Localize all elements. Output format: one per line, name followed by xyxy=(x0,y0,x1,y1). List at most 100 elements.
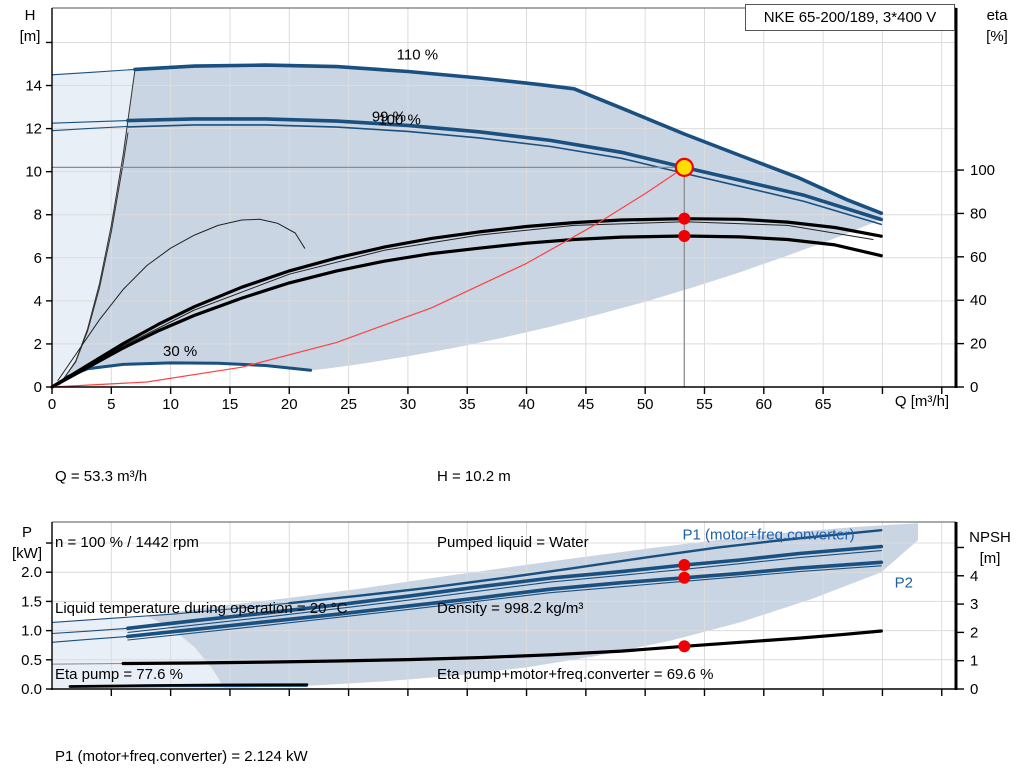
pump-title-box: NKE 65-200/189, 3*400 V xyxy=(745,4,955,31)
svg-text:1.0: 1.0 xyxy=(21,623,42,640)
svg-text:5: 5 xyxy=(107,396,115,413)
svg-text:10: 10 xyxy=(162,396,179,413)
svg-text:3: 3 xyxy=(970,596,978,613)
eta-99-thin xyxy=(51,221,874,388)
eta-pump xyxy=(50,217,883,389)
hq-eta-chart-y2-axis-title: [%] xyxy=(986,28,1008,45)
svg-text:Q [m³/h]: Q [m³/h] xyxy=(895,393,949,410)
duty-density: Density = 998.2 kg/m³ xyxy=(437,600,584,617)
hq-eta-chart-y-axis-title: H xyxy=(25,7,36,24)
duty-speed: n = 100 % / 1442 rpm xyxy=(55,534,199,551)
duty-point xyxy=(674,157,694,177)
svg-text:0: 0 xyxy=(970,379,978,396)
curve-label: P1 (motor+freq.converter) xyxy=(682,527,854,544)
svg-text:15: 15 xyxy=(222,396,239,413)
p-30 xyxy=(68,683,309,688)
speed-99 xyxy=(127,124,883,226)
svg-text:1.5: 1.5 xyxy=(21,593,42,610)
svg-text:0.5: 0.5 xyxy=(21,652,42,669)
duty-eta-total: Eta pump+motor+freq.converter = 69.6 % xyxy=(437,666,714,683)
svg-text:60: 60 xyxy=(970,249,987,266)
p1-point xyxy=(678,558,691,571)
p2-100 xyxy=(126,560,884,639)
p1-110-ext xyxy=(51,602,290,623)
speed-100 xyxy=(126,117,884,222)
p2-100-ext xyxy=(51,635,129,643)
p-npsh-chart: 0.0 0.5 1.0 1.5 2.0 0 1 2 3 4 P [kW] NPSH [m] P1 (moto… xyxy=(12,521,1011,698)
p1-100-ext xyxy=(51,627,129,635)
svg-text:14: 14 xyxy=(25,78,42,95)
svg-text:30: 30 xyxy=(400,396,417,413)
svg-text:0: 0 xyxy=(34,379,42,396)
duty-eta-pump: Eta pump = 77.6 % xyxy=(55,666,183,683)
envelope-dark xyxy=(146,523,918,688)
curve-label: 100 % xyxy=(378,111,421,128)
power-data: P1 (motor+freq.converter) = 2.124 kW P2 … xyxy=(55,702,308,781)
speed-110 xyxy=(133,63,884,215)
speed-100-ext xyxy=(51,120,129,124)
hq-eta-chart-y2-axis-title: eta xyxy=(987,7,1009,24)
svg-text:55: 55 xyxy=(696,396,713,413)
svg-text:1: 1 xyxy=(970,653,978,670)
svg-text:2: 2 xyxy=(34,336,42,353)
eta-total-point xyxy=(678,230,691,243)
curve-label: 110 % xyxy=(397,47,438,64)
eta-30-thin xyxy=(57,218,306,381)
p-npsh-chart-y-axis-title: [kW] xyxy=(12,545,42,562)
svg-text:0.0: 0.0 xyxy=(21,681,42,698)
envelope-light xyxy=(52,69,135,388)
svg-text:20: 20 xyxy=(970,336,987,353)
npsh-point xyxy=(678,640,691,653)
p-npsh-chart-y-axis-title: P xyxy=(22,524,32,541)
svg-text:45: 45 xyxy=(578,396,595,413)
duty-p1: P1 (motor+freq.converter) = 2.124 kW xyxy=(55,748,308,765)
svg-text:65: 65 xyxy=(815,396,832,413)
eta-total xyxy=(50,234,883,389)
svg-text:40: 40 xyxy=(518,396,535,413)
svg-text:20: 20 xyxy=(281,396,298,413)
speed-110-ext xyxy=(51,68,136,76)
duty-data-right: H = 10.2 m Pumped liquid = Water Density… xyxy=(437,422,713,730)
p1-100 xyxy=(126,544,884,631)
svg-text:0: 0 xyxy=(970,681,978,698)
npsh xyxy=(121,629,883,666)
svg-text:6: 6 xyxy=(34,250,42,267)
svg-text:50: 50 xyxy=(637,396,654,413)
svg-text:60: 60 xyxy=(755,396,772,413)
envelope-dark xyxy=(63,65,882,381)
curve-label: P2 xyxy=(895,574,913,591)
svg-text:0: 0 xyxy=(48,396,56,413)
system-curve xyxy=(51,166,685,388)
eta-pump-point xyxy=(678,212,691,225)
svg-text:4: 4 xyxy=(970,568,978,585)
hq-eta-chart-y-axis-title: [m] xyxy=(20,28,41,45)
hq-eta-chart: 0 5 10 15 20 25 30 35 40 45 50 55 60 65 Q [m³/h] 0 2 4 6 8 1… xyxy=(20,7,1009,413)
p2-point xyxy=(678,571,691,584)
svg-text:35: 35 xyxy=(459,396,476,413)
p1-99 xyxy=(127,550,882,633)
svg-text:2.0: 2.0 xyxy=(21,564,42,581)
svg-text:80: 80 xyxy=(970,205,987,222)
svg-text:4: 4 xyxy=(34,293,42,310)
duty-data-left: Q = 53.3 m³/h n = 100 % / 1442 rpm Liqui… xyxy=(55,422,347,730)
duty-pumped-liquid: Pumped liquid = Water xyxy=(437,534,589,551)
curve-label: 99 % xyxy=(372,109,406,126)
envelope-light xyxy=(52,616,224,688)
svg-text:12: 12 xyxy=(25,121,42,138)
svg-text:8: 8 xyxy=(34,207,42,224)
pump-title: NKE 65-200/189, 3*400 V xyxy=(763,9,937,26)
svg-text:25: 25 xyxy=(340,396,357,413)
duty-liquid-temp: Liquid temperature during operation = 20… xyxy=(55,600,348,617)
p-npsh-chart-y2-axis-title: NPSH xyxy=(969,529,1011,546)
svg-text:100: 100 xyxy=(970,162,995,179)
p2-99 xyxy=(127,565,882,641)
duty-h: H = 10.2 m xyxy=(437,468,511,485)
svg-text:10: 10 xyxy=(25,164,42,181)
minflow-affinity-line-2 xyxy=(58,132,129,386)
svg-text:40: 40 xyxy=(970,292,987,309)
duty-q: Q = 53.3 m³/h xyxy=(55,468,148,485)
speed-99-ext xyxy=(51,125,129,132)
p1-110 xyxy=(288,529,883,605)
